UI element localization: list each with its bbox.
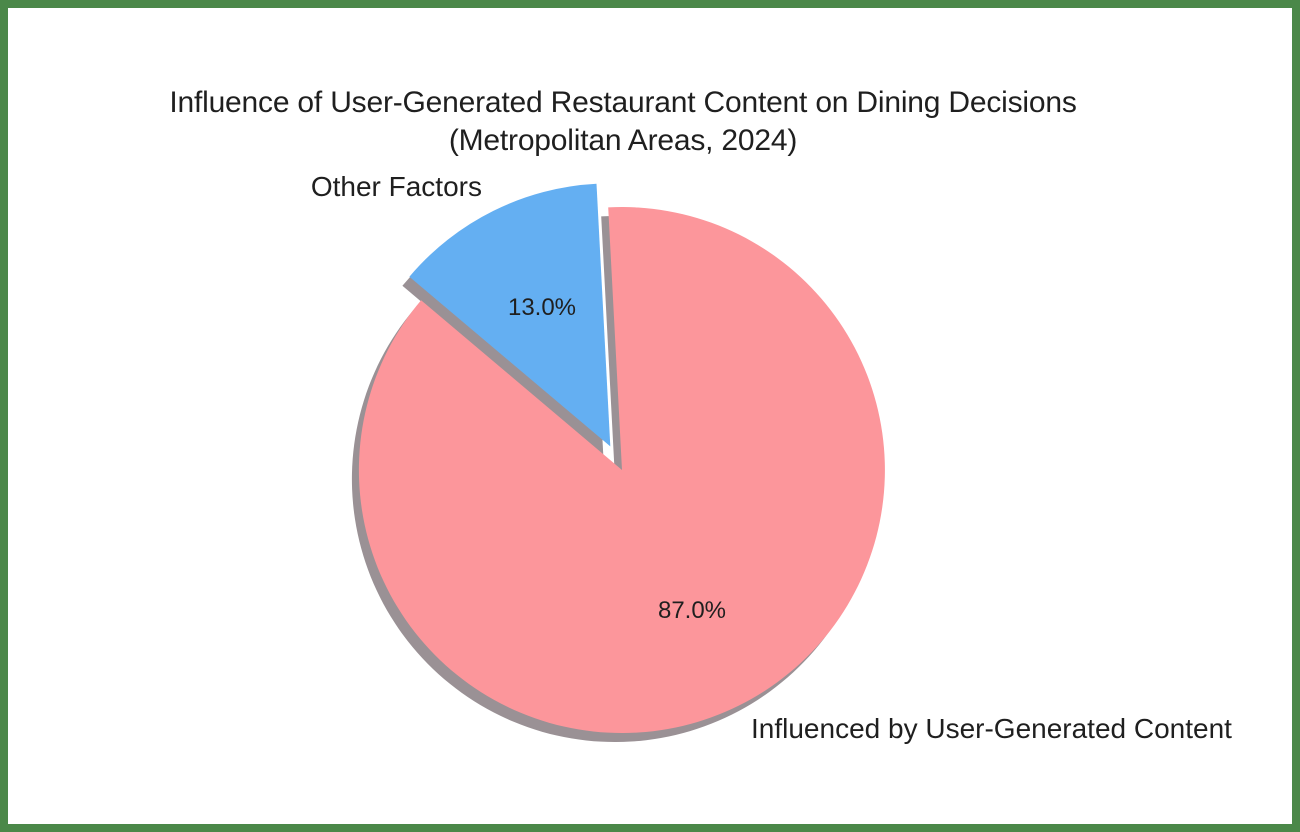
chart-title-line-1: Influence of User-Generated Restaurant C… — [169, 86, 1077, 119]
percent-label-other-factors: 13.0% — [507, 294, 577, 321]
pie-slice-other-factors — [409, 183, 611, 447]
slice-label-other-factors: Other Factors — [310, 171, 482, 202]
slice-label-influenced-by-ugc: Influenced by User-Generated Content — [751, 713, 1232, 744]
chart-title-line-2: (Metropolitan Areas, 2024) — [448, 124, 798, 157]
pie-slice-influenced-by-ugc — [358, 207, 885, 734]
chart-title: Influence of User-Generated Restaurant C… — [3, 84, 1243, 160]
percent-label-influenced-by-ugc: 87.0% — [657, 597, 727, 624]
